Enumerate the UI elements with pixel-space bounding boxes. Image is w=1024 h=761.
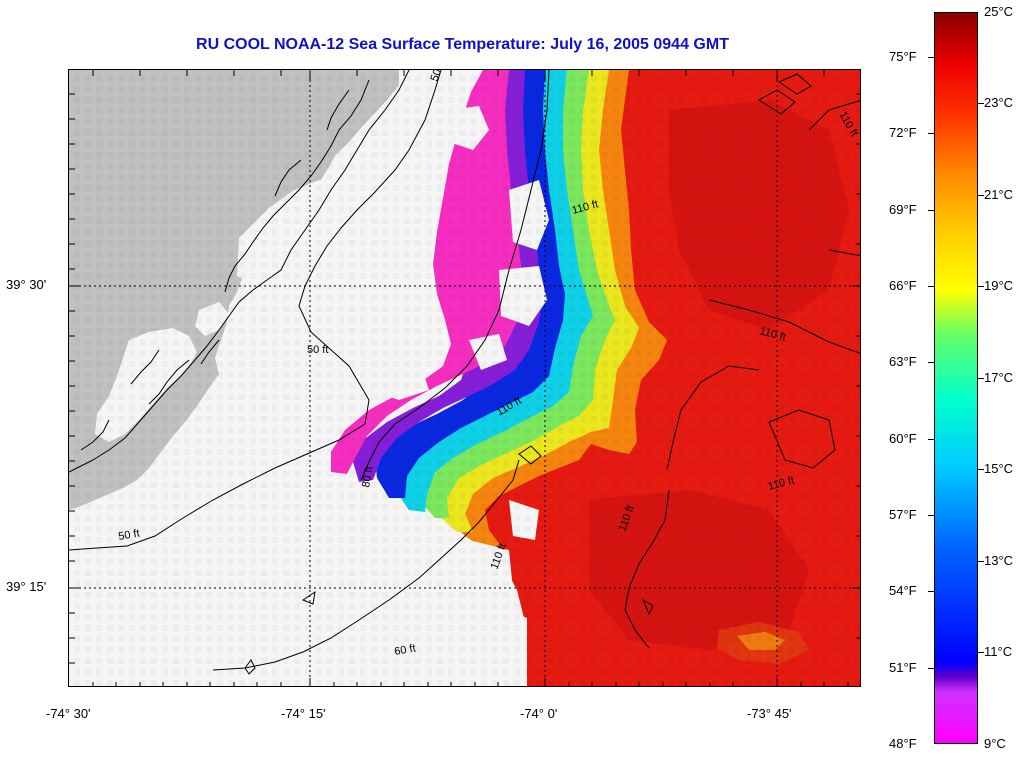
fahrenheit-label: 60°F xyxy=(889,431,917,446)
celsius-label: 25°C xyxy=(984,4,1014,19)
latitude-label: 39° 15' xyxy=(6,579,47,594)
sst-map[interactable]: 50 50 ft 50 ft 60 ft 80 ft 110 ft 110 ft… xyxy=(68,69,861,687)
fahrenheit-label: 72°F xyxy=(889,125,917,140)
fahrenheit-label: 69°F xyxy=(889,202,917,217)
longitude-label: -74° 30' xyxy=(46,706,91,721)
celsius-label: 21°C xyxy=(984,187,1014,202)
sst-map-canvas: 50 50 ft 50 ft 60 ft 80 ft 110 ft 110 ft… xyxy=(69,70,860,686)
fahrenheit-label: 48°F xyxy=(889,736,917,751)
map-title: RU COOL NOAA-12 Sea Surface Temperature:… xyxy=(196,36,729,53)
fahrenheit-label: 75°F xyxy=(889,49,917,64)
temperature-colorbar xyxy=(934,12,978,744)
contour-label: 50 ft xyxy=(117,527,140,543)
celsius-label: 17°C xyxy=(984,370,1014,385)
graticule xyxy=(69,70,860,686)
fahrenheit-label: 66°F xyxy=(889,278,917,293)
celsius-label: 19°C xyxy=(984,278,1014,293)
celsius-label: 9°C xyxy=(984,736,1006,751)
longitude-label: -74° 0' xyxy=(520,706,558,721)
celsius-label: 23°C xyxy=(984,95,1014,110)
contour-label: 50 ft xyxy=(307,344,328,356)
longitude-label: -73° 45' xyxy=(747,706,792,721)
contour-label: 80 ft xyxy=(360,465,376,488)
longitude-label: -74° 15' xyxy=(281,706,326,721)
celsius-label: 13°C xyxy=(984,553,1014,568)
fahrenheit-label: 57°F xyxy=(889,507,917,522)
fahrenheit-label: 54°F xyxy=(889,583,917,598)
celsius-label: 15°C xyxy=(984,461,1014,476)
celsius-label: 11°C xyxy=(984,644,1013,659)
fahrenheit-label: 63°F xyxy=(889,354,917,369)
contour-label: 50 xyxy=(429,70,444,83)
contour-label: 60 ft xyxy=(393,642,416,658)
fahrenheit-label: 51°F xyxy=(889,660,917,675)
bathymetry-contours xyxy=(69,70,860,675)
frame-ticks xyxy=(69,70,860,686)
latitude-label: 39° 30' xyxy=(6,277,47,292)
